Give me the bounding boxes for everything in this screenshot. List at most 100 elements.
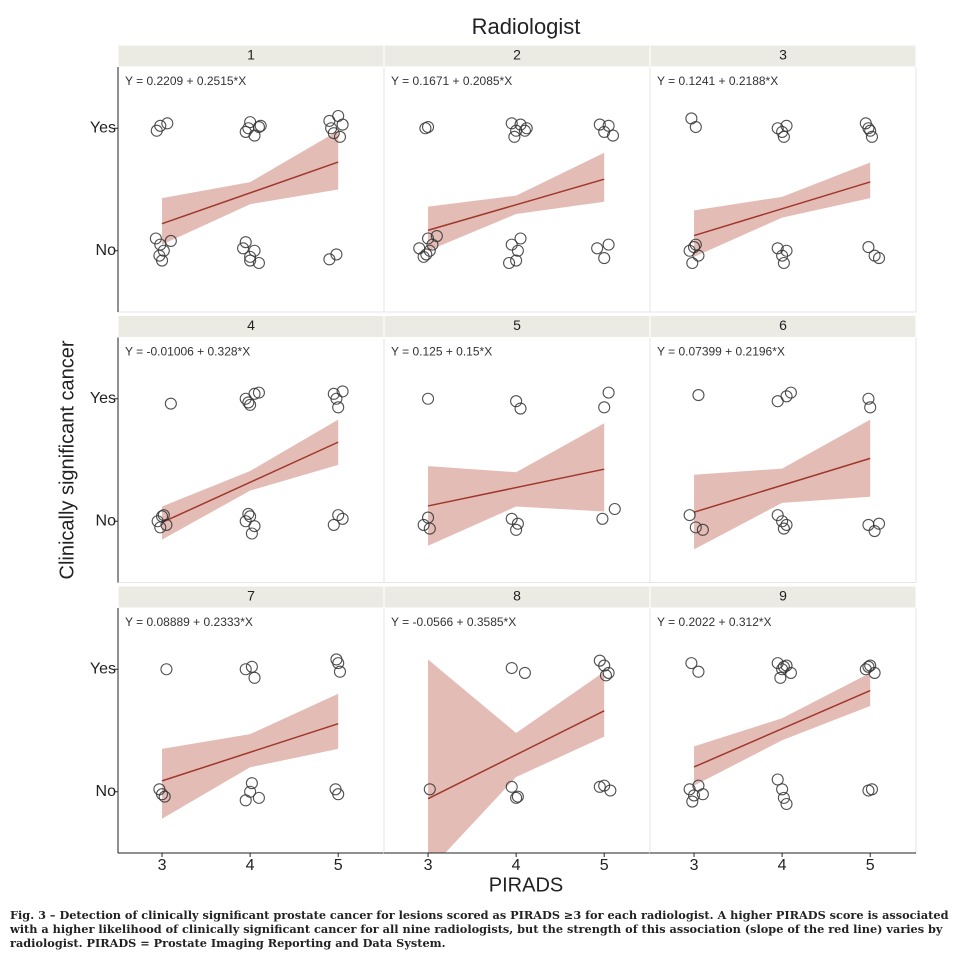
chart-title: Radiologist	[472, 14, 581, 39]
data-point	[252, 791, 265, 804]
facet-label: 8	[513, 588, 521, 604]
data-point	[864, 659, 877, 672]
data-point	[164, 234, 177, 247]
data-point	[514, 402, 527, 415]
data-point	[505, 117, 518, 130]
data-point	[511, 790, 524, 803]
panel-plot	[683, 112, 886, 270]
data-point	[510, 791, 523, 804]
data-point	[244, 398, 257, 411]
data-point	[862, 660, 875, 673]
data-point	[333, 130, 347, 143]
data-point	[784, 666, 797, 679]
data-point	[421, 232, 435, 245]
data-point	[774, 671, 787, 684]
facet-strip	[649, 44, 917, 68]
y-tick-label: No	[96, 512, 117, 529]
data-point	[771, 509, 784, 522]
facet-label: 7	[247, 588, 255, 604]
data-point	[859, 663, 872, 676]
data-point	[430, 230, 443, 243]
data-point	[518, 124, 531, 137]
y-tick-label: No	[96, 783, 117, 800]
regression-equation: Y = 0.2022 + 0.312*X	[657, 615, 772, 629]
data-point	[598, 252, 611, 265]
x-tick-label: 3	[158, 857, 167, 874]
data-point	[161, 117, 174, 130]
facet-label: 3	[779, 47, 787, 63]
data-point	[510, 254, 523, 267]
data-point	[608, 502, 621, 516]
regression-equation: Y = 0.07399 + 0.2196*X	[657, 345, 785, 359]
data-point	[242, 122, 255, 135]
data-point	[598, 401, 611, 414]
data-point	[511, 244, 524, 257]
data-point	[336, 118, 349, 131]
data-point	[505, 238, 518, 251]
regression-line	[427, 178, 605, 232]
data-point	[771, 122, 784, 135]
data-point	[327, 518, 340, 531]
data-point	[598, 125, 611, 138]
data-point	[423, 783, 436, 796]
data-point	[332, 401, 345, 414]
data-point	[776, 515, 789, 528]
data-point	[505, 512, 518, 525]
data-point	[689, 521, 702, 534]
data-point	[330, 392, 343, 405]
data-point	[245, 777, 258, 790]
data-point	[244, 250, 257, 263]
data-point	[868, 666, 881, 679]
data-point	[158, 790, 171, 803]
panel-plot	[149, 109, 349, 270]
data-point	[423, 244, 436, 257]
data-point	[248, 244, 261, 257]
data-point	[505, 780, 518, 793]
data-point	[692, 249, 705, 262]
data-point	[239, 125, 252, 138]
data-point	[780, 797, 793, 811]
data-point	[776, 663, 789, 676]
data-point	[602, 666, 615, 679]
data-point	[602, 119, 615, 132]
data-point	[336, 385, 349, 398]
data-point	[777, 660, 790, 673]
data-point	[602, 386, 615, 399]
y-tick-label: Yes	[90, 119, 116, 136]
x-tick-label: 4	[246, 857, 255, 874]
facet-label: 5	[513, 317, 521, 333]
data-point	[865, 783, 879, 796]
data-point	[692, 389, 705, 402]
data-point	[687, 789, 701, 802]
data-point	[780, 119, 793, 132]
data-point	[602, 238, 615, 251]
confidence-band	[162, 693, 339, 819]
data-point	[503, 256, 516, 270]
data-point	[154, 521, 167, 534]
data-point	[865, 130, 879, 143]
data-point	[248, 129, 261, 142]
data-point	[248, 387, 261, 400]
data-point	[776, 783, 789, 796]
x-tick-label: 5	[600, 857, 609, 874]
x-tick-label: 3	[424, 857, 433, 874]
data-point	[780, 390, 793, 403]
data-point	[239, 236, 252, 249]
data-point	[692, 665, 705, 678]
data-point	[598, 659, 611, 672]
data-point	[160, 663, 173, 676]
data-point	[237, 242, 250, 255]
regression-line	[161, 161, 339, 225]
data-point	[872, 517, 886, 530]
x-tick-label: 4	[512, 857, 521, 874]
x-axis-label: PIRADS	[489, 874, 563, 896]
data-point	[862, 392, 875, 405]
regression-line	[161, 722, 339, 782]
regression-equation: Y = 0.1241 + 0.2188*X	[657, 74, 778, 88]
data-point	[248, 671, 261, 684]
data-point	[332, 509, 345, 522]
data-point	[776, 125, 789, 138]
data-point	[420, 248, 433, 261]
panel-plot	[417, 386, 621, 546]
